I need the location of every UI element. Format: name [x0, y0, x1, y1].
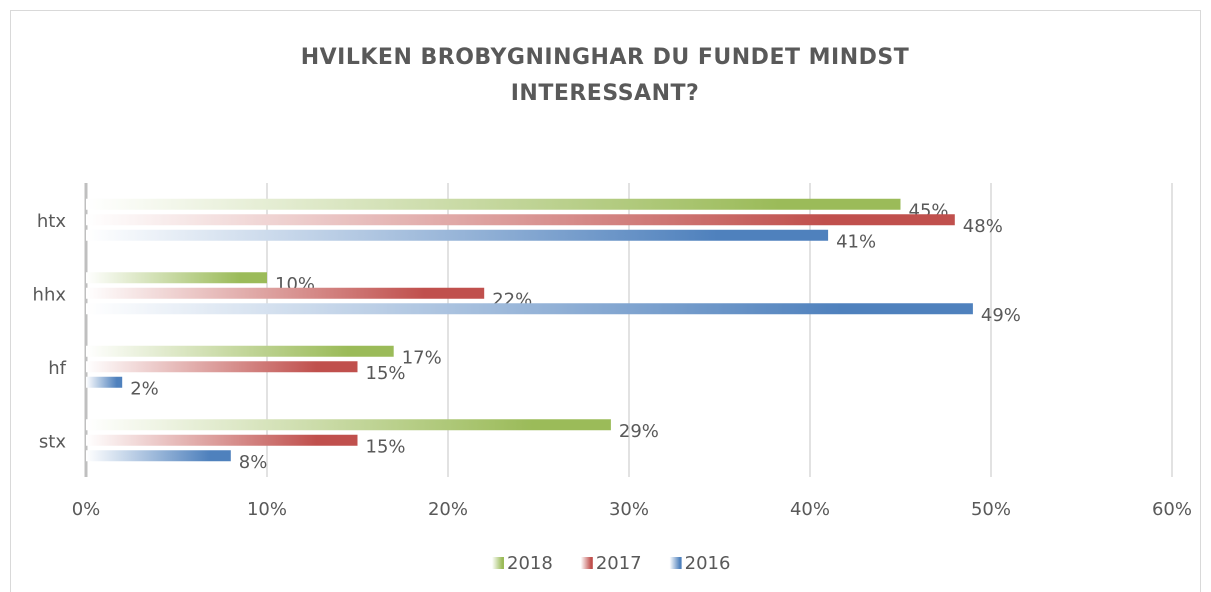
- x-tick-label: 50%: [971, 499, 1011, 520]
- x-tick-label: 10%: [247, 499, 287, 520]
- chart-border: [10, 10, 1201, 592]
- bar: [86, 198, 901, 210]
- legend-label: 2018: [507, 553, 553, 574]
- x-tick-label: 20%: [428, 499, 468, 520]
- x-tick-label: 30%: [609, 499, 649, 520]
- data-label: 41%: [836, 231, 876, 252]
- y-tick-label: hhx: [33, 284, 67, 305]
- x-tick-label: 60%: [1152, 499, 1192, 520]
- data-label: 48%: [963, 216, 1003, 237]
- data-label: 49%: [981, 305, 1021, 326]
- data-label: 29%: [619, 421, 659, 442]
- y-tick-label: hf: [48, 358, 66, 379]
- data-label: 15%: [366, 363, 406, 384]
- bar: [86, 287, 485, 299]
- data-label: 17%: [402, 347, 442, 368]
- y-tick-label: htx: [37, 211, 66, 232]
- legend-label: 2017: [596, 553, 642, 574]
- bar: [86, 214, 955, 226]
- bar: [86, 419, 611, 431]
- x-tick-label: 40%: [790, 499, 830, 520]
- bar: [86, 303, 973, 315]
- bar: [86, 450, 231, 462]
- legend-swatch: [492, 557, 504, 569]
- data-label: 2%: [130, 378, 159, 399]
- bar: [86, 272, 267, 284]
- y-tick-label: stx: [39, 431, 66, 452]
- data-label: 15%: [366, 436, 406, 457]
- bar: [86, 345, 394, 357]
- legend-label: 2016: [685, 553, 731, 574]
- legend-swatch: [669, 557, 682, 569]
- bar: [86, 376, 123, 388]
- legend-swatch: [580, 557, 593, 569]
- x-tick-label: 0%: [72, 499, 101, 520]
- chart-title: HVILKEN BROBYGNINGHAR DU FUNDET MINDST I…: [300, 45, 910, 106]
- bar: [86, 361, 358, 373]
- bar: [86, 434, 358, 446]
- bar: [86, 229, 829, 241]
- data-label: 8%: [239, 452, 268, 473]
